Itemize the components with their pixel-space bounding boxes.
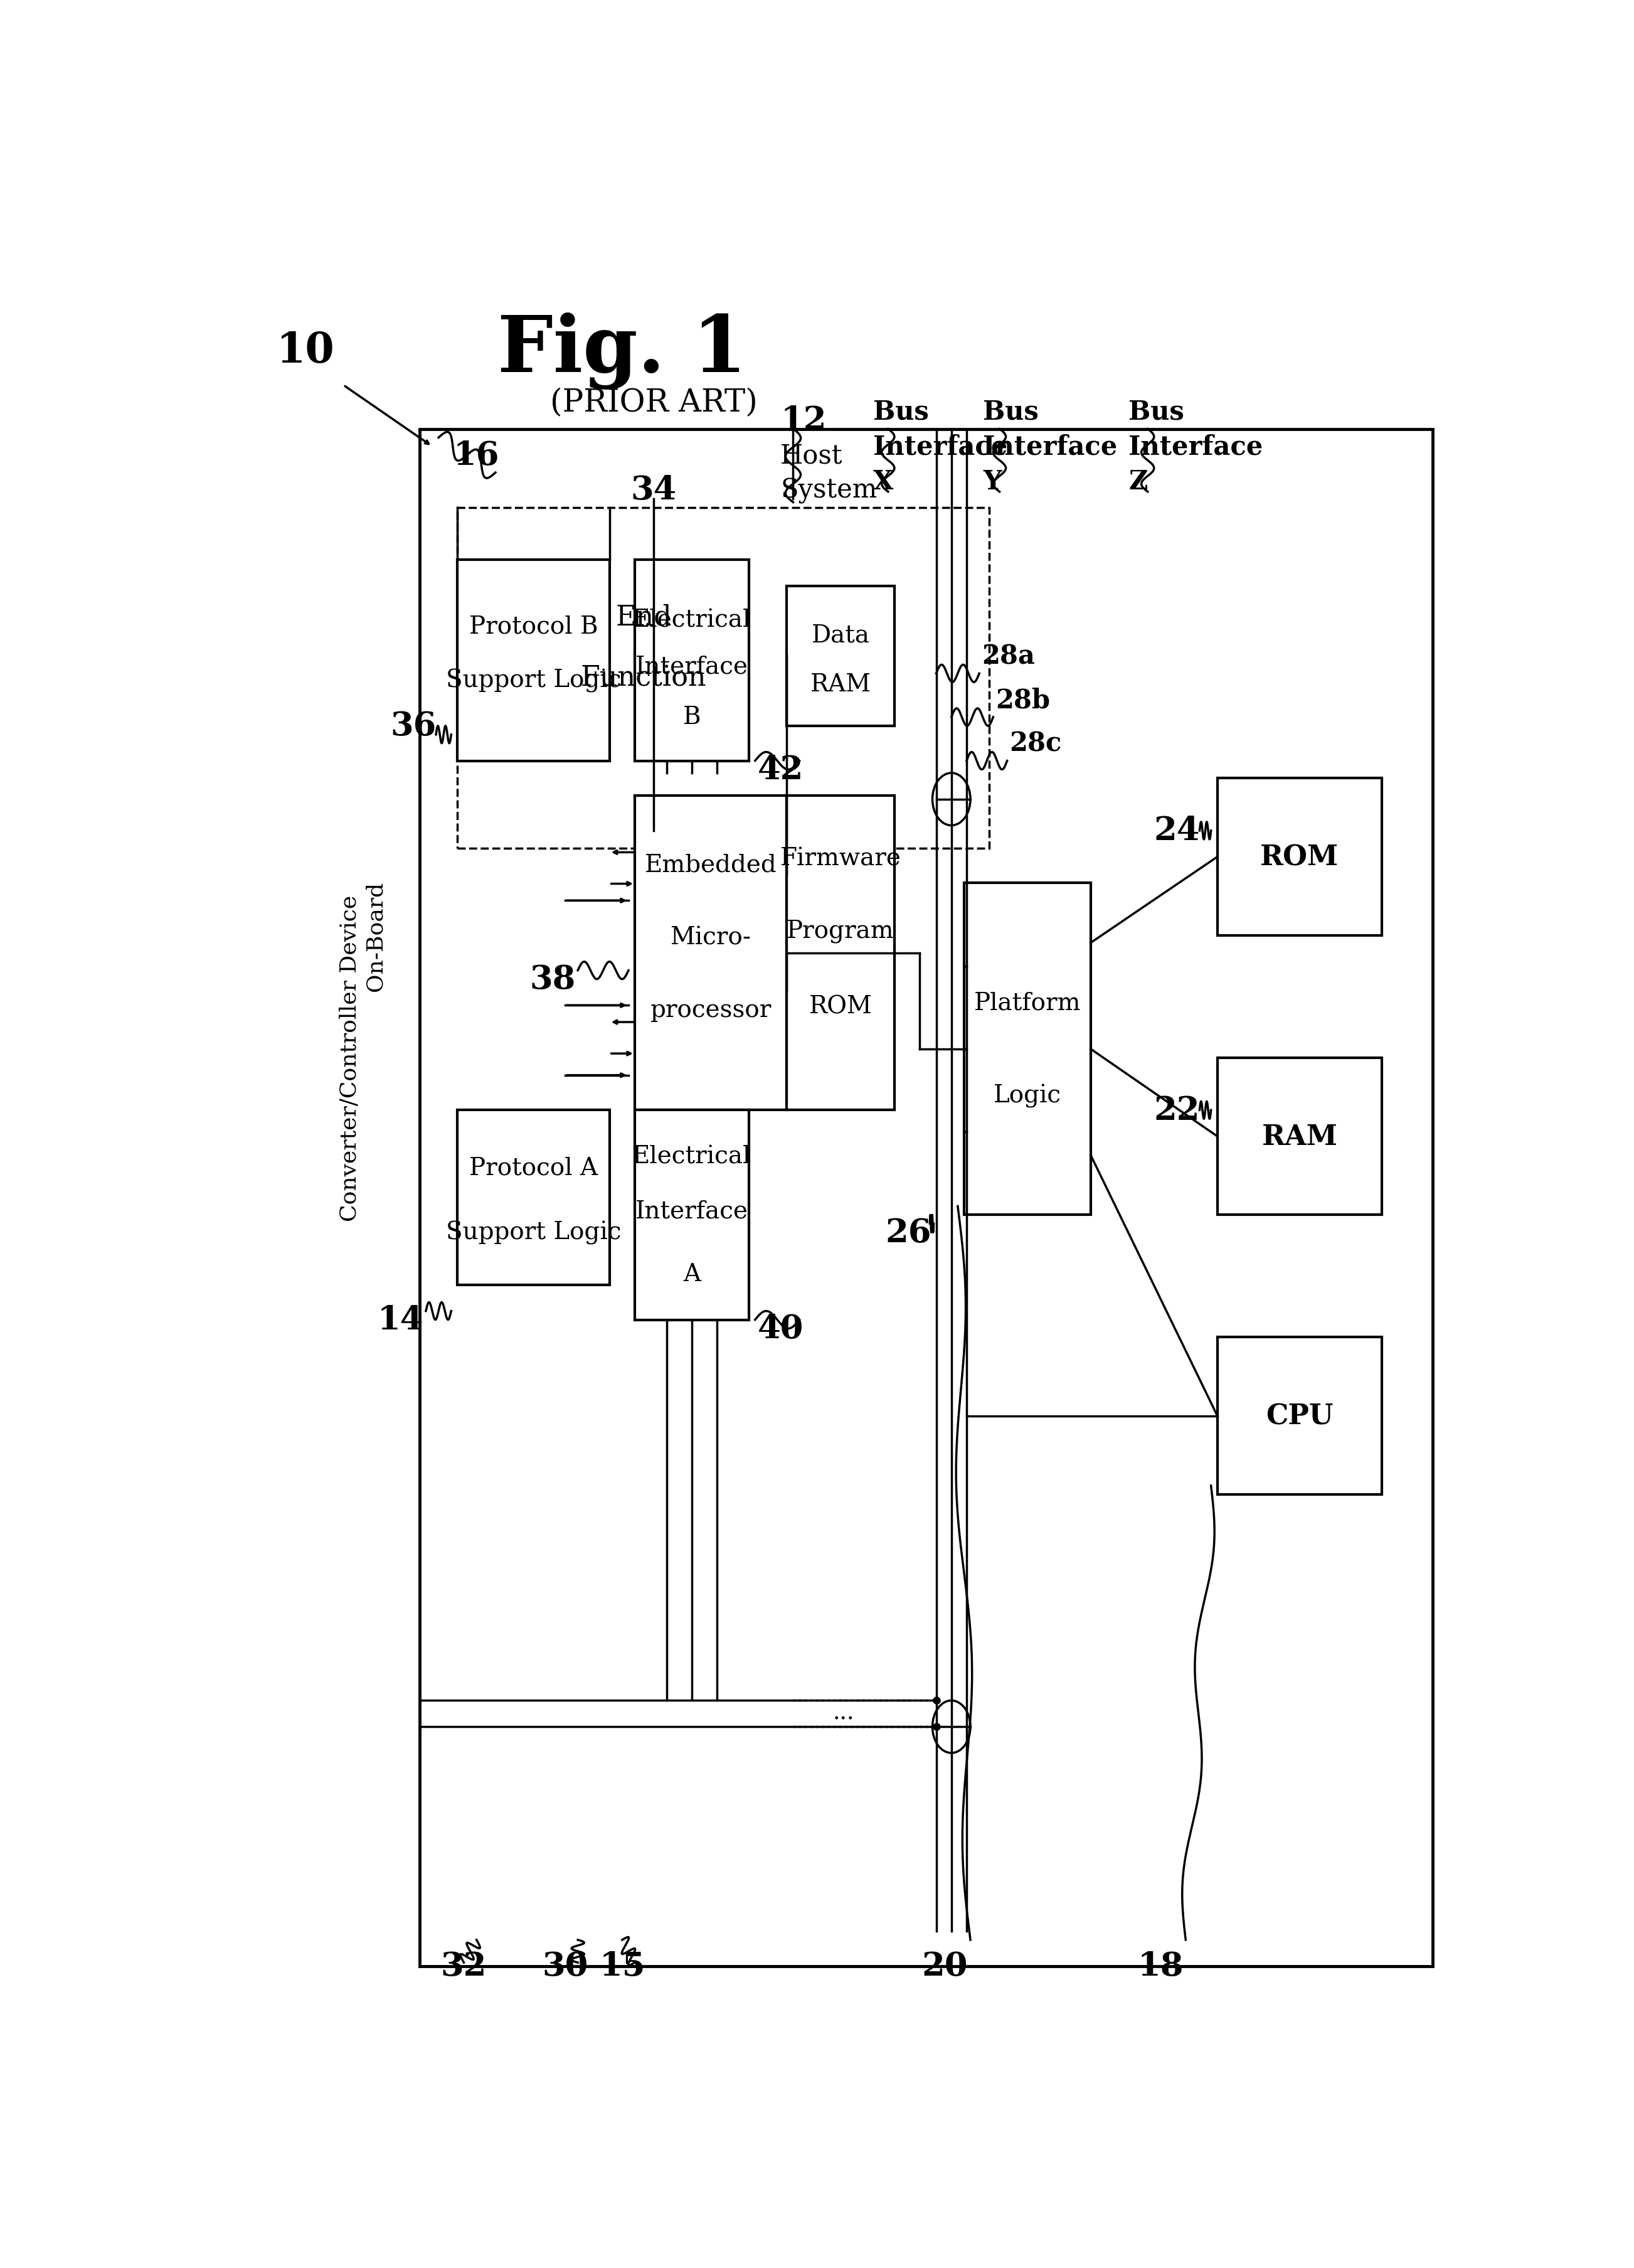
Text: 38: 38 <box>529 964 575 996</box>
Text: processor: processor <box>650 998 771 1021</box>
Text: 10: 10 <box>276 331 335 372</box>
Text: Bus: Bus <box>984 399 1039 424</box>
Text: Interface: Interface <box>873 433 1007 460</box>
Text: Electrical: Electrical <box>632 608 752 633</box>
Text: X: X <box>873 469 894 494</box>
Text: RAM: RAM <box>1261 1123 1338 1150</box>
Bar <box>634 560 748 762</box>
Text: (PRIOR ART): (PRIOR ART) <box>551 388 758 420</box>
Text: Micro-: Micro- <box>670 925 752 948</box>
Text: Function: Function <box>580 665 706 692</box>
Text: Protocol B: Protocol B <box>469 615 598 637</box>
Text: ROM: ROM <box>809 996 873 1018</box>
Text: CPU: CPU <box>1266 1402 1333 1429</box>
Text: A: A <box>683 1263 701 1286</box>
Text: Platform: Platform <box>974 991 1080 1014</box>
Text: Bus: Bus <box>1129 399 1185 424</box>
Text: Y: Y <box>984 469 1002 494</box>
Bar <box>788 796 894 1111</box>
Text: 12: 12 <box>781 404 827 438</box>
Text: Converter/Controller Device: Converter/Controller Device <box>340 896 361 1220</box>
Text: On-Board: On-Board <box>364 880 386 991</box>
Text: Protocol A: Protocol A <box>469 1157 598 1179</box>
Text: B: B <box>683 705 701 728</box>
Text: RAM: RAM <box>810 674 871 696</box>
Text: 15: 15 <box>600 1950 645 1982</box>
Text: 40: 40 <box>758 1313 804 1345</box>
Text: Embedded: Embedded <box>645 853 776 878</box>
Text: 28a: 28a <box>982 644 1034 669</box>
Bar <box>420 429 1433 1966</box>
Bar <box>1217 1057 1382 1216</box>
Bar <box>1217 778 1382 937</box>
Text: Fig. 1: Fig. 1 <box>497 313 747 390</box>
Text: 26: 26 <box>886 1216 931 1250</box>
Text: ROM: ROM <box>1260 844 1338 871</box>
Bar <box>788 587 894 726</box>
Text: Host: Host <box>781 442 843 469</box>
Bar <box>458 560 609 762</box>
Text: Logic: Logic <box>993 1084 1062 1107</box>
Text: 24: 24 <box>1154 814 1199 846</box>
Text: Interface: Interface <box>984 433 1118 460</box>
Text: 36: 36 <box>391 710 436 742</box>
Text: Bus: Bus <box>873 399 928 424</box>
Text: 32: 32 <box>441 1950 487 1982</box>
Text: End: End <box>616 603 672 631</box>
Text: 18: 18 <box>1137 1950 1183 1982</box>
Text: 42: 42 <box>758 753 804 787</box>
Bar <box>458 508 990 848</box>
Text: Support Logic: Support Logic <box>446 1220 621 1245</box>
Text: Firmware: Firmware <box>779 848 900 871</box>
Text: ...: ... <box>833 1703 855 1724</box>
Text: 16: 16 <box>454 440 500 472</box>
Text: Z: Z <box>1129 469 1147 494</box>
Text: 20: 20 <box>922 1950 967 1982</box>
Text: 30: 30 <box>542 1950 588 1982</box>
Text: 28b: 28b <box>995 687 1051 712</box>
Text: Interface: Interface <box>1129 433 1263 460</box>
Text: 22: 22 <box>1154 1095 1199 1127</box>
Bar <box>1217 1338 1382 1495</box>
Bar <box>634 1111 748 1320</box>
Text: Interface: Interface <box>636 1200 748 1222</box>
Bar <box>458 1111 609 1286</box>
Text: Electrical: Electrical <box>632 1145 752 1168</box>
Text: System: System <box>781 476 877 503</box>
Text: Interface: Interface <box>636 655 748 678</box>
Text: Data: Data <box>812 624 869 646</box>
Text: Program: Program <box>786 919 894 943</box>
Bar <box>964 882 1092 1216</box>
Bar <box>634 796 788 1111</box>
Text: 14: 14 <box>377 1304 423 1336</box>
Text: Support Logic: Support Logic <box>446 669 621 692</box>
Text: 28c: 28c <box>1010 730 1062 758</box>
Text: 34: 34 <box>631 474 676 506</box>
